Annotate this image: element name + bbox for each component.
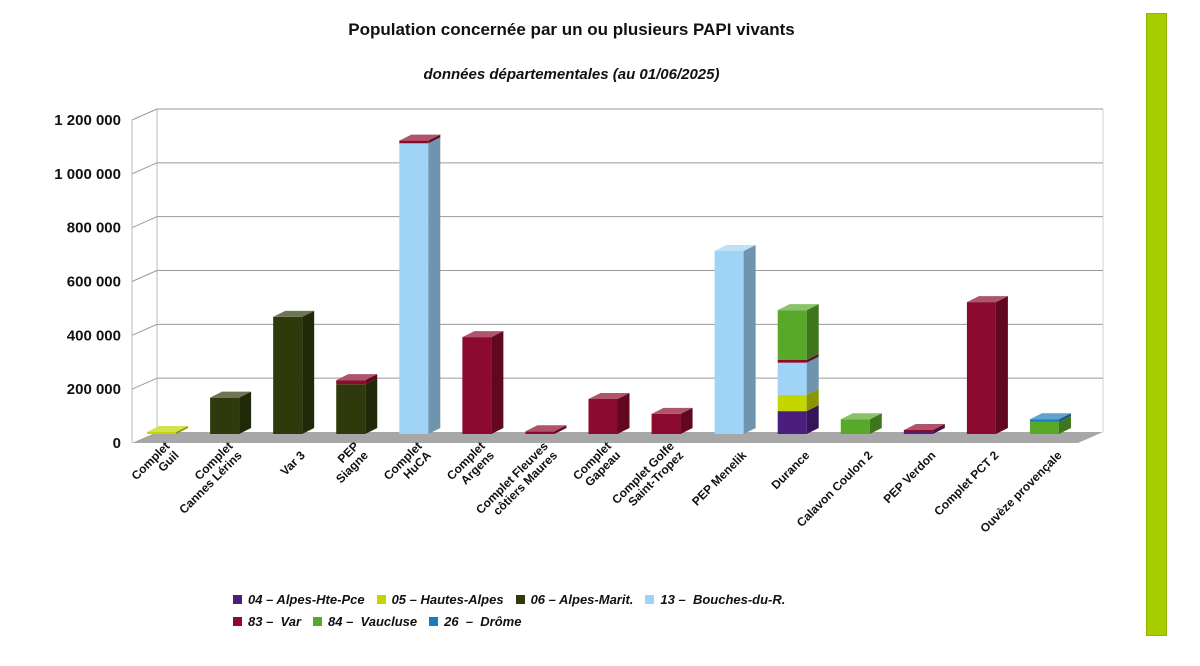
y-axis: 0 200 000 400 000 600 000 800 000 1 000 000 1 … (54, 112, 133, 452)
bar-segment (399, 134, 441, 144)
chart-subtitle: données départementales (au 01/06/2025) (423, 66, 720, 83)
y-tick-label: 400 000 (67, 327, 121, 344)
bar-segment (1029, 415, 1071, 434)
legend-label: 05 – Hautes-Alpes (391, 591, 504, 607)
legend-swatch (515, 594, 525, 604)
y-tick-label: 600 000 (67, 274, 121, 291)
legend-swatch (376, 594, 386, 604)
gridline-depth (131, 270, 158, 282)
legend-swatch (233, 594, 242, 604)
side-accent-bar (1146, 13, 1167, 636)
x-tick-label: PEP Verdon (881, 448, 939, 506)
y-tick-label: 1 000 000 (54, 166, 121, 183)
bar-segment (903, 426, 945, 434)
bar-segment (714, 244, 756, 434)
bar-segment (651, 407, 693, 434)
bar-segment (777, 353, 819, 363)
x-tick-label: CompletGapeau (570, 439, 623, 492)
x-tick-label: CompletGuil (129, 439, 182, 492)
legend-label: 83 – Var (248, 613, 302, 629)
gridline-depth (131, 162, 158, 175)
x-tick-label: CompletArgens (444, 439, 497, 492)
bar-segment (336, 374, 378, 385)
chart-title: Population concernée par un ou plusieurs… (348, 20, 795, 39)
legend-swatch (429, 616, 439, 626)
bar-segment (399, 137, 441, 435)
legend-item: 06 – Alpes-Marit. (515, 591, 634, 607)
y-tick-label: 0 (113, 435, 121, 452)
legend-label: 84 – Vaucluse (328, 613, 418, 629)
bar-segment (210, 391, 252, 434)
x-tick-label: CompletCannes Lérins (167, 439, 245, 517)
x-tick-label: PEP Menelik (689, 448, 749, 508)
bar-segment (1029, 413, 1071, 422)
bar-segment (525, 425, 567, 434)
x-tick-label: Complet PCT 2 (931, 448, 1001, 518)
chart-floor (132, 432, 1103, 443)
legend-swatch (313, 616, 323, 626)
legend-item: 13 – Bouches-du-R. (645, 592, 785, 607)
bar-segment (840, 413, 882, 434)
legend-item: 04 – Alpes-Hte-Pce (233, 592, 365, 607)
y-tick-label: 1 200 000 (54, 112, 121, 129)
gridline-depth (131, 216, 158, 229)
legend-item: 05 – Hautes-Alpes (376, 591, 504, 607)
chart-plot: 0 200 000 400 000 600 000 800 000 1 000 000 1 … (54, 108, 1104, 536)
legend-label: 04 – Alpes-Hte-Pce (248, 591, 365, 607)
gridline-depth (131, 108, 158, 121)
x-tick-label: Durance (768, 448, 812, 492)
legend: 04 – Alpes-Hte-Pce 05 – Hautes-Alpes 06 – … (233, 588, 953, 632)
legend-label: 26 – Drôme (444, 613, 522, 629)
x-tick-label: CompletHuCA (381, 439, 434, 492)
legend-row: 83 – Var 84 – Vaucluse 26 – Drôme (233, 610, 953, 632)
bar-segment (273, 310, 315, 434)
legend-item: 84 – Vaucluse (313, 614, 417, 629)
legend-label: 06 – Alpes-Marit. (530, 591, 634, 607)
bar-segment (336, 378, 378, 434)
gridline-depth (131, 323, 158, 336)
bar-segment (777, 304, 819, 360)
legend-swatch (645, 594, 655, 604)
bar-segment (966, 296, 1008, 434)
y-tick-label: 200 000 (67, 381, 121, 398)
bar-segment (903, 423, 945, 433)
grid-layer (131, 108, 1104, 443)
bar-segment (777, 356, 819, 395)
bar-segment (777, 405, 819, 434)
x-tick-label: Var 3 (278, 448, 308, 478)
x-tick-label: Complet GolfeSaint-Tropez (609, 439, 686, 516)
bar-segment (462, 331, 504, 434)
bar-segment (588, 393, 630, 434)
bar-segment (777, 388, 819, 412)
y-tick-label: 800 000 (67, 220, 121, 237)
legend-item: 26 – Drôme (429, 614, 521, 629)
x-tick-label: PEPSiagne (324, 439, 371, 486)
x-axis: CompletGuil CompletCannes Lérins Var 3 PEPS… (129, 439, 1065, 536)
legend-swatch (233, 616, 242, 626)
bar-segment (147, 426, 189, 434)
legend-item: 83 – Var (233, 614, 301, 629)
legend-label: 13 – Bouches-du-R. (660, 591, 786, 607)
bars-layer (147, 134, 1071, 435)
gridline-depth (131, 377, 158, 390)
legend-row: 04 – Alpes-Hte-Pce 05 – Hautes-Alpes 06 – … (233, 588, 953, 610)
